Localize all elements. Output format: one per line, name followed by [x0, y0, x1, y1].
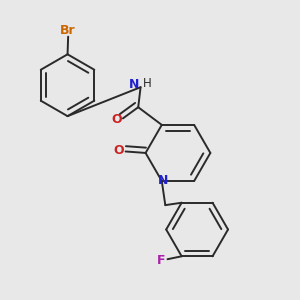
Text: N: N — [129, 78, 139, 91]
Text: O: O — [111, 113, 122, 126]
Text: H: H — [143, 77, 152, 90]
Text: N: N — [158, 175, 168, 188]
Text: O: O — [114, 144, 124, 158]
Text: Br: Br — [60, 24, 76, 37]
Text: F: F — [157, 254, 165, 267]
